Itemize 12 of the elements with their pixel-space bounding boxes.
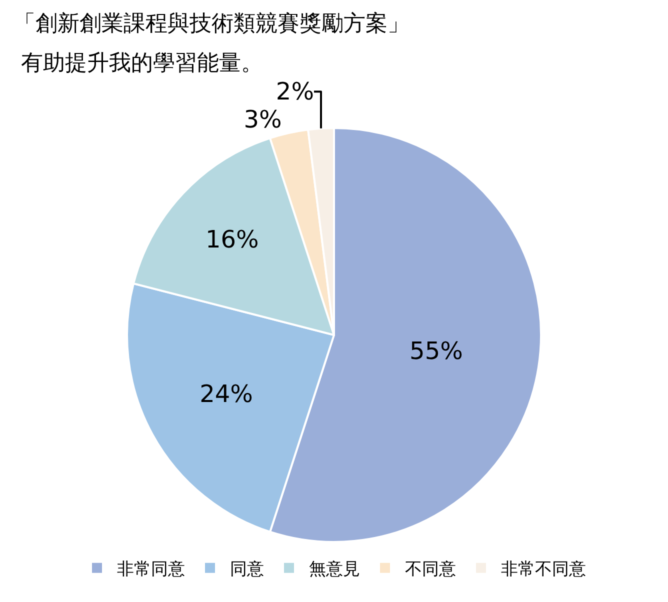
legend-label: 不同意 — [405, 559, 456, 580]
chart-subtitle: 有助提升我的學習能量。 — [21, 51, 263, 76]
data-label: 16% — [205, 225, 259, 254]
legend-label: 無意見 — [309, 559, 360, 580]
data-label: 3% — [244, 106, 282, 134]
chart-title: 「創新創業課程與技術類競賽獎勵方案」 — [13, 11, 410, 36]
data-label: 2% — [276, 78, 314, 106]
legend-label: 同意 — [230, 559, 264, 580]
data-label: 55% — [410, 337, 463, 366]
data-label: 24% — [200, 380, 253, 408]
legend-label: 非常不同意 — [501, 559, 586, 580]
legend-label: 非常同意 — [117, 559, 185, 580]
